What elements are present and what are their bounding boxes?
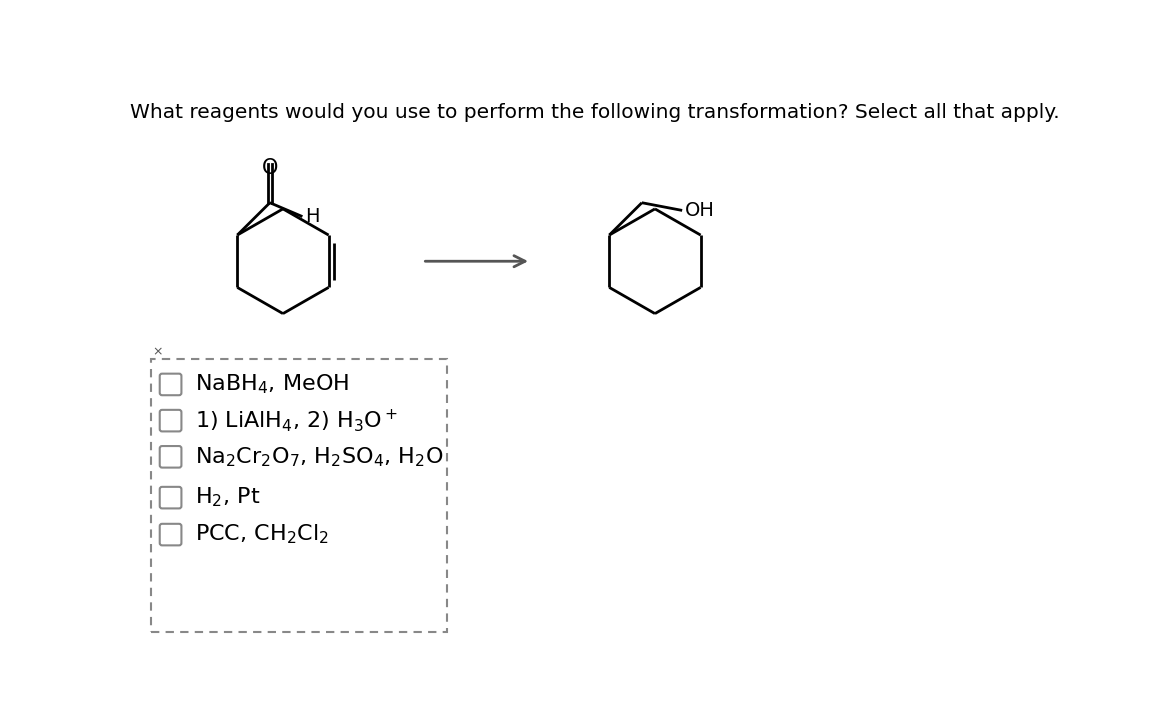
Text: What reagents would you use to perform the following transformation? Select all : What reagents would you use to perform t… [130,103,1059,121]
FancyBboxPatch shape [160,524,181,545]
Text: O: O [262,158,278,178]
Text: Na$_2$Cr$_2$O$_7$, H$_2$SO$_4$, H$_2$O: Na$_2$Cr$_2$O$_7$, H$_2$SO$_4$, H$_2$O [195,445,444,468]
Text: PCC, CH$_2$Cl$_2$: PCC, CH$_2$Cl$_2$ [195,523,329,546]
Text: 1) LiAlH$_4$, 2) H$_3$O$^+$: 1) LiAlH$_4$, 2) H$_3$O$^+$ [195,407,398,434]
FancyBboxPatch shape [160,446,181,468]
Bar [151,359,448,633]
FancyBboxPatch shape [160,373,181,396]
FancyBboxPatch shape [160,410,181,431]
FancyBboxPatch shape [160,487,181,508]
Text: ×: × [152,346,162,358]
Text: OH: OH [686,201,715,220]
Text: H: H [305,207,320,226]
Text: NaBH$_4$, MeOH: NaBH$_4$, MeOH [195,373,349,396]
Text: H$_2$, Pt: H$_2$, Pt [195,486,261,509]
